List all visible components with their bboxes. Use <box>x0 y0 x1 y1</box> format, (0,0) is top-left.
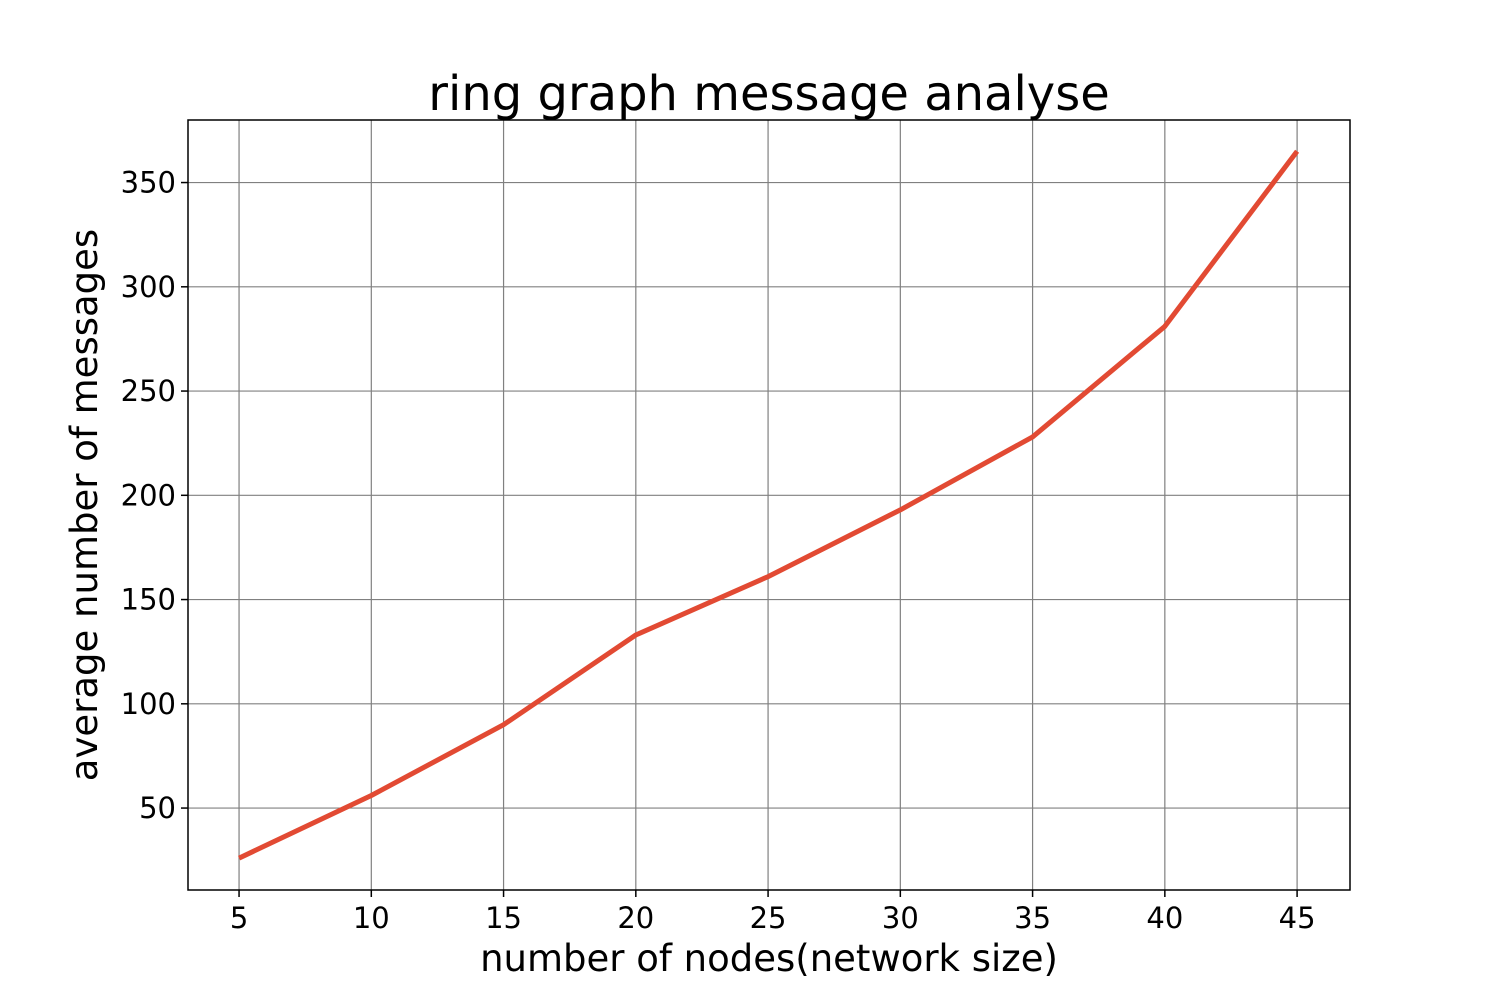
y-tick-label: 150 <box>121 583 176 617</box>
y-tick-label: 300 <box>121 270 176 304</box>
x-tick-label: 10 <box>353 901 390 935</box>
y-axis-title: average number of messages <box>63 229 106 781</box>
y-tick-label: 50 <box>139 791 176 825</box>
x-tick-label: 15 <box>485 901 522 935</box>
x-tick-label: 40 <box>1146 901 1183 935</box>
y-axis: 50 100 150 200 250 300 350 <box>121 166 188 825</box>
y-tick-label: 100 <box>121 687 176 721</box>
y-tick-label: 200 <box>121 478 176 512</box>
x-axis-title: number of nodes(network size) <box>480 937 1058 980</box>
series-line <box>238 149 1300 861</box>
series-layer <box>238 149 1300 861</box>
x-axis: 5 10 15 20 25 30 35 40 45 <box>230 890 1316 935</box>
x-tick-label: 35 <box>1014 901 1051 935</box>
x-tick-label: 5 <box>230 901 248 935</box>
y-tick-label: 350 <box>121 166 176 200</box>
grid <box>188 120 1350 890</box>
x-tick-label: 20 <box>617 901 654 935</box>
x-tick-label: 30 <box>882 901 919 935</box>
chart-title: ring graph message analyse <box>428 66 1110 122</box>
y-tick-label: 250 <box>121 374 176 408</box>
x-tick-label: 45 <box>1279 901 1316 935</box>
x-tick-label: 25 <box>750 901 787 935</box>
plot-frame <box>187 119 1351 891</box>
